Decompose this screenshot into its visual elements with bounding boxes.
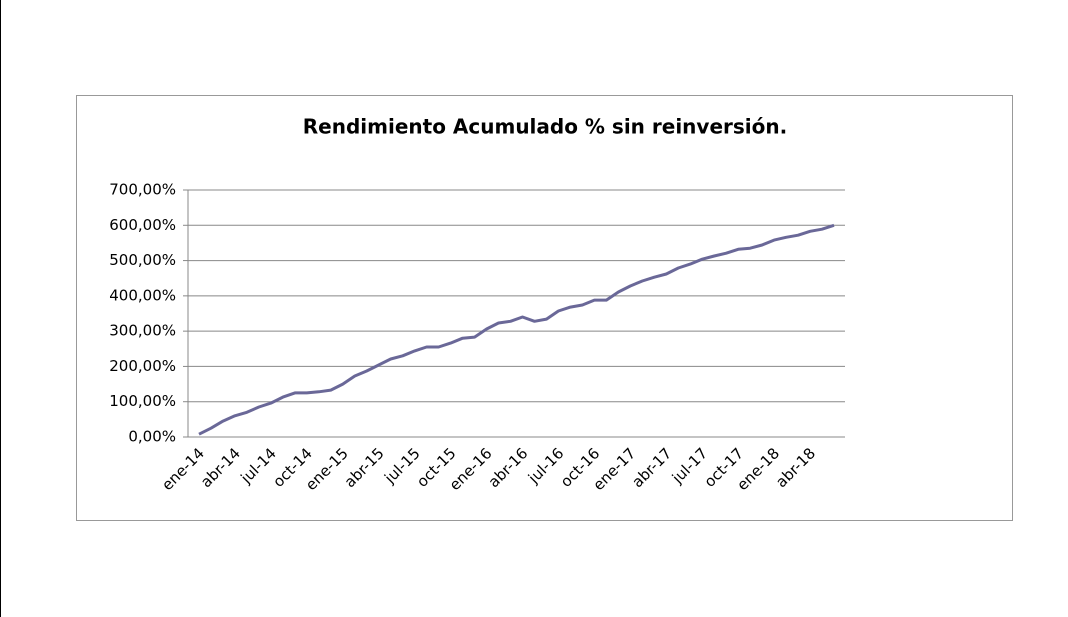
chart-frame — [76, 95, 1013, 521]
y-tick-label: 400,00% — [109, 286, 176, 304]
y-tick-label: 0,00% — [128, 428, 176, 446]
y-tick-label: 700,00% — [109, 181, 176, 199]
y-tick-label: 100,00% — [109, 392, 176, 410]
y-tick-label: 300,00% — [109, 322, 176, 340]
line — [198, 223, 835, 436]
y-tick-label: 600,00% — [109, 216, 176, 234]
y-tick-label: 200,00% — [109, 357, 176, 375]
chart-title: Rendimiento Acumulado % sin reinversión. — [303, 115, 787, 139]
y-tick-label: 500,00% — [109, 251, 176, 269]
